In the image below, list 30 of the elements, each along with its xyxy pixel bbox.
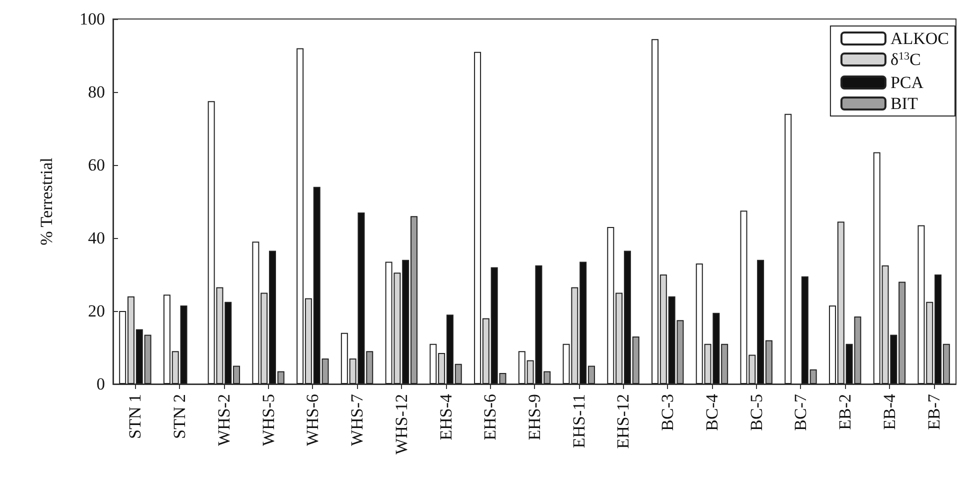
legend-label: BIT xyxy=(890,94,918,113)
x-tick-label: STN 1 xyxy=(126,394,145,439)
y-tick-label: 0 xyxy=(96,374,105,394)
x-tick-label: EB-7 xyxy=(924,394,944,430)
x-tick-label: EB-4 xyxy=(880,394,899,430)
x-tick-label: EB-2 xyxy=(836,394,855,430)
x-tick-label: EHS-4 xyxy=(436,394,456,440)
x-tick-label: BC-4 xyxy=(702,394,722,431)
y-tick-label: 100 xyxy=(80,10,105,28)
y-tick-label: 80 xyxy=(88,82,105,102)
x-tick-label: BC-5 xyxy=(746,394,766,431)
y-tick-label: 40 xyxy=(88,228,105,248)
x-tick-label: WHS-6 xyxy=(303,394,322,446)
x-tick-label: WHS-7 xyxy=(348,394,367,446)
x-tick-label: EHS-6 xyxy=(480,394,500,440)
x-tick-label: WHS-2 xyxy=(214,394,234,446)
bar xyxy=(784,114,792,384)
y-axis-title: % Terrestrial xyxy=(37,157,56,246)
legend-label: PCA xyxy=(890,73,924,92)
y-tick-label: 20 xyxy=(88,302,105,320)
x-tick-label: EHS-9 xyxy=(525,394,544,440)
legend-label: ALKOC xyxy=(890,29,950,48)
y-tick-label: 60 xyxy=(88,156,105,174)
x-tick-label: BC-7 xyxy=(791,394,810,431)
x-tick-label: WHS-5 xyxy=(258,394,278,446)
x-tick-label: EHS-12 xyxy=(614,394,633,449)
x-tick-label: BC-3 xyxy=(658,394,678,431)
x-tick-label: STN 2 xyxy=(170,394,190,439)
x-tick-label: WHS-12 xyxy=(392,394,411,454)
x-tick-label: EHS-11 xyxy=(569,394,588,448)
